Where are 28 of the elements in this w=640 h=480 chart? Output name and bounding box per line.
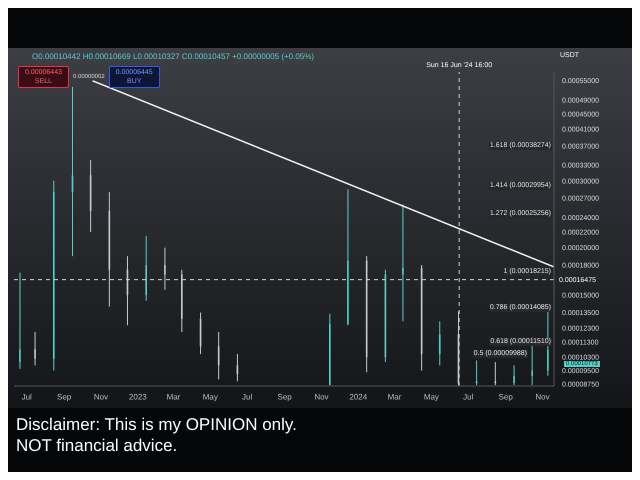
candlestick xyxy=(19,272,21,370)
text: O0.00010442 H0.00010669 L0.00010327 C0.00010457 +0.00000005 (+0.05%) xyxy=(32,52,314,61)
candlestick xyxy=(34,331,36,366)
x-tick-label: Mar xyxy=(166,392,181,402)
x-tick-label: Nov xyxy=(94,392,108,402)
candlestick xyxy=(218,331,220,380)
x-tick-label: Sep xyxy=(277,392,292,402)
candlestick xyxy=(438,320,441,366)
x-tick-label: 2023 xyxy=(128,392,148,402)
x-tick-label: Sep xyxy=(57,392,72,402)
candlestick xyxy=(531,337,533,386)
x-tick-label: Jul xyxy=(463,392,474,402)
candlestick xyxy=(547,310,549,376)
x-tick-label: May xyxy=(202,392,218,402)
x-tick-label: Jul xyxy=(22,392,32,402)
x-tick-label: May xyxy=(424,392,439,402)
x-tick-label: Nov xyxy=(314,392,329,402)
candlestick xyxy=(402,204,404,322)
x-tick-label: Jul xyxy=(242,392,252,402)
candlestick xyxy=(236,354,238,382)
text: NOT financial advice. xyxy=(16,435,178,456)
x-tick-label: Mar xyxy=(388,392,402,402)
candlestick xyxy=(72,86,74,257)
x-tick-label: Sep xyxy=(498,392,514,402)
text: Disclaimer: This is my OPINION only. xyxy=(16,414,297,435)
candlestick xyxy=(513,364,515,386)
x-tick-label: 2024 xyxy=(349,392,368,402)
x-tick-label: Nov xyxy=(535,392,550,402)
